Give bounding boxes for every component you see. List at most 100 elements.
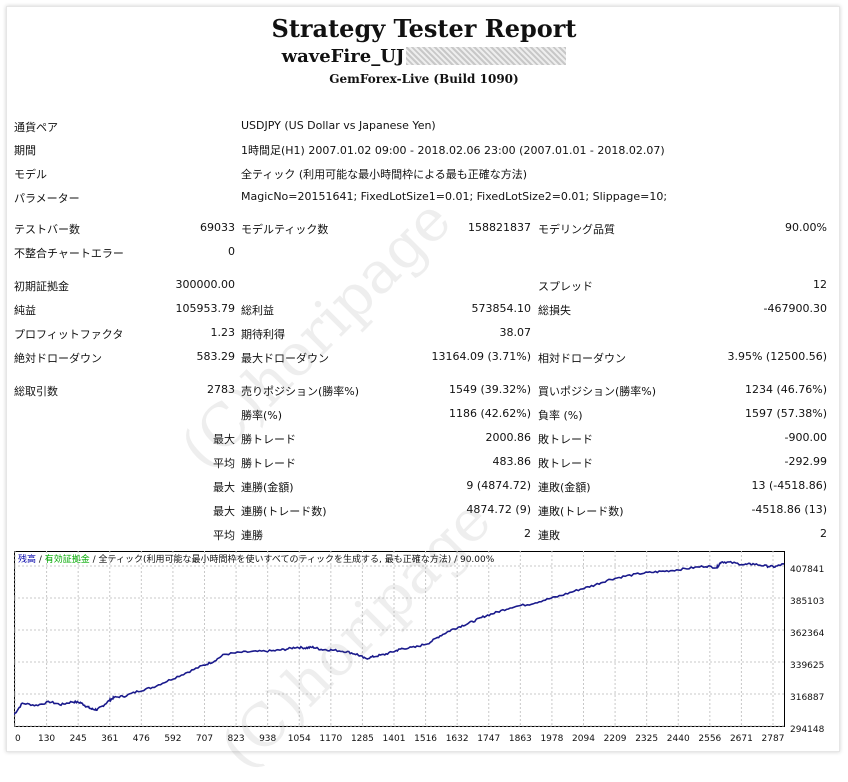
legend-part: 有効証拠金 [45, 553, 90, 565]
symbol-value: USDJPY (US Dollar vs Japanese Yen) [241, 119, 436, 132]
average-loss-label: 敗トレード [538, 457, 593, 470]
largest-win-label: 勝トレード [241, 433, 296, 446]
quality-label: モデリング品質 [538, 223, 615, 236]
max-consec-win-money-label: 連勝(金額) [241, 481, 294, 494]
legend-part: / [36, 555, 45, 565]
legend-part: / 全ティック(利用可能な最小時間枠を使いすべてのティックを生成する, 最も正確… [90, 553, 495, 565]
absolute-drawdown-label: 絶対ドローダウン [14, 352, 102, 365]
y-tick-label: 339625 [790, 661, 824, 671]
parameters-label: パラメーター [14, 192, 80, 205]
x-tick-label: 938 [259, 734, 276, 744]
relative-drawdown-label: 相対ドローダウン [538, 352, 626, 365]
loss-rate-value: 1597 (57.38%) [744, 407, 827, 420]
legend-part: 残高 [18, 553, 36, 565]
relative-drawdown-value: 3.95% (12500.56) [727, 350, 827, 363]
x-tick-label: 1516 [414, 734, 437, 744]
x-tick-label: 130 [38, 734, 55, 744]
average-prefix: 平均 [213, 457, 235, 470]
win-rate-label: 勝率(%) [241, 409, 283, 422]
x-tick-label: 1978 [540, 734, 563, 744]
deposit-value: 300000.00 [175, 278, 236, 291]
y-tick-label: 316887 [790, 693, 824, 703]
gross-profit-label: 総利益 [241, 304, 274, 317]
x-tick-label: 2094 [572, 734, 595, 744]
y-tick-label: 385103 [790, 597, 824, 607]
expected-payoff-value: 38.07 [499, 326, 532, 339]
ticks-label: モデルティック数 [241, 223, 329, 236]
balance-chart: 0 130 245 361 476 592 707 823 938 1054 1170 1285 140… [14, 551, 825, 744]
model-label: モデル [14, 168, 47, 181]
x-tick-label: 1863 [509, 734, 532, 744]
max-consec-loss-money-label: 連敗(金額) [538, 481, 591, 494]
chart-plot-area [14, 551, 785, 727]
ea-name: waveFire_UJ [0, 46, 848, 67]
max-consec-win-count-label: 連勝(トレード数) [241, 505, 327, 518]
profit-factor-label: プロフィットファクタ [14, 328, 124, 341]
total-trades-value: 2783 [207, 383, 235, 396]
total-trades-label: 総取引数 [14, 385, 58, 398]
loss-rate-label: 負率 (%) [538, 409, 583, 422]
period-label: 期間 [14, 144, 36, 157]
x-tick-label: 1285 [351, 734, 374, 744]
redacted-name-suffix [406, 47, 567, 65]
avg-consec-loss-label: 連敗 [538, 529, 560, 542]
report-title: Strategy Tester Report [271, 14, 577, 43]
x-tick-label: 1170 [319, 734, 342, 744]
short-positions-label: 売りポジション(勝率%) [241, 385, 360, 398]
short-positions-value: 1549 (39.32%) [448, 383, 531, 396]
x-tick-label: 2556 [698, 734, 721, 744]
model-value: 全ティック (利用可能な最小時間枠による最も正確な方法) [241, 168, 528, 181]
max-consec-count-prefix: 最大 [213, 505, 235, 518]
chart-legend: 残高 / 有効証拠金 / 全ティック(利用可能な最小時間枠を使いすべてのティック… [18, 553, 495, 565]
x-tick-label: 2209 [604, 734, 627, 744]
max-consec-loss-money-value: 13 (-4518.86) [751, 479, 827, 492]
mismatch-label: 不整合チャートエラー [14, 247, 124, 260]
bars-value: 69033 [200, 221, 235, 234]
gross-profit-value: 573854.10 [471, 302, 532, 315]
absolute-drawdown-value: 583.29 [196, 350, 236, 363]
long-positions-label: 買いポジション(勝率%) [538, 385, 657, 398]
win-rate-value: 1186 (42.62%) [448, 407, 531, 420]
largest-prefix: 最大 [213, 433, 235, 446]
ticks-value: 158821837 [468, 221, 531, 234]
largest-loss-value: -900.00 [784, 431, 827, 444]
max-consec-win-count-value: 4874.72 (9) [466, 503, 531, 516]
spread-label: スプレッド [538, 280, 593, 293]
x-tick-label: 2671 [730, 734, 753, 744]
avg-consec-loss-value: 2 [820, 527, 827, 540]
x-tick-label: 2325 [635, 734, 658, 744]
largest-loss-label: 敗トレード [538, 433, 593, 446]
largest-win-value: 2000.86 [485, 431, 532, 444]
x-tick-label: 1401 [383, 734, 406, 744]
average-win-value: 483.86 [492, 455, 532, 468]
mismatch-value: 0 [228, 245, 235, 258]
balance-line [14, 560, 785, 716]
bars-label: テストバー数 [14, 223, 80, 236]
average-loss-value: -292.99 [784, 455, 827, 468]
long-positions-value: 1234 (46.76%) [744, 383, 827, 396]
x-tick-label: 1632 [446, 734, 469, 744]
max-consec-win-money-value: 9 (4874.72) [466, 479, 531, 492]
y-tick-label: 294148 [790, 725, 825, 735]
ea-name-text: waveFire_UJ [281, 46, 405, 67]
average-win-label: 勝トレード [241, 457, 296, 470]
x-tick-label: 245 [70, 734, 87, 744]
symbol-label: 通貨ペア [14, 121, 58, 134]
maximal-drawdown-value: 13164.09 (3.71%) [431, 350, 531, 363]
x-tick-label: 476 [133, 734, 150, 744]
deposit-label: 初期証拠金 [14, 280, 69, 293]
x-tick-label: 0 [15, 734, 21, 744]
x-tick-label: 592 [164, 734, 181, 744]
max-consec-money-prefix: 最大 [213, 481, 235, 494]
gross-loss-value: -467900.30 [763, 302, 827, 315]
y-tick-label: 362364 [790, 629, 825, 639]
quality-value: 90.00% [785, 221, 827, 234]
period-value: 1時間足(H1) 2007.01.02 09:00 - 2018.02.06 2… [241, 144, 665, 157]
spread-value: 12 [813, 278, 827, 291]
expected-payoff-label: 期待利得 [241, 328, 285, 341]
x-tick-label: 2440 [667, 734, 690, 744]
x-tick-label: 823 [227, 734, 244, 744]
x-tick-label: 2787 [762, 734, 785, 744]
server-build: GemForex-Live (Build 1090) [329, 72, 519, 86]
avg-consec-win-label: 連勝 [241, 529, 263, 542]
